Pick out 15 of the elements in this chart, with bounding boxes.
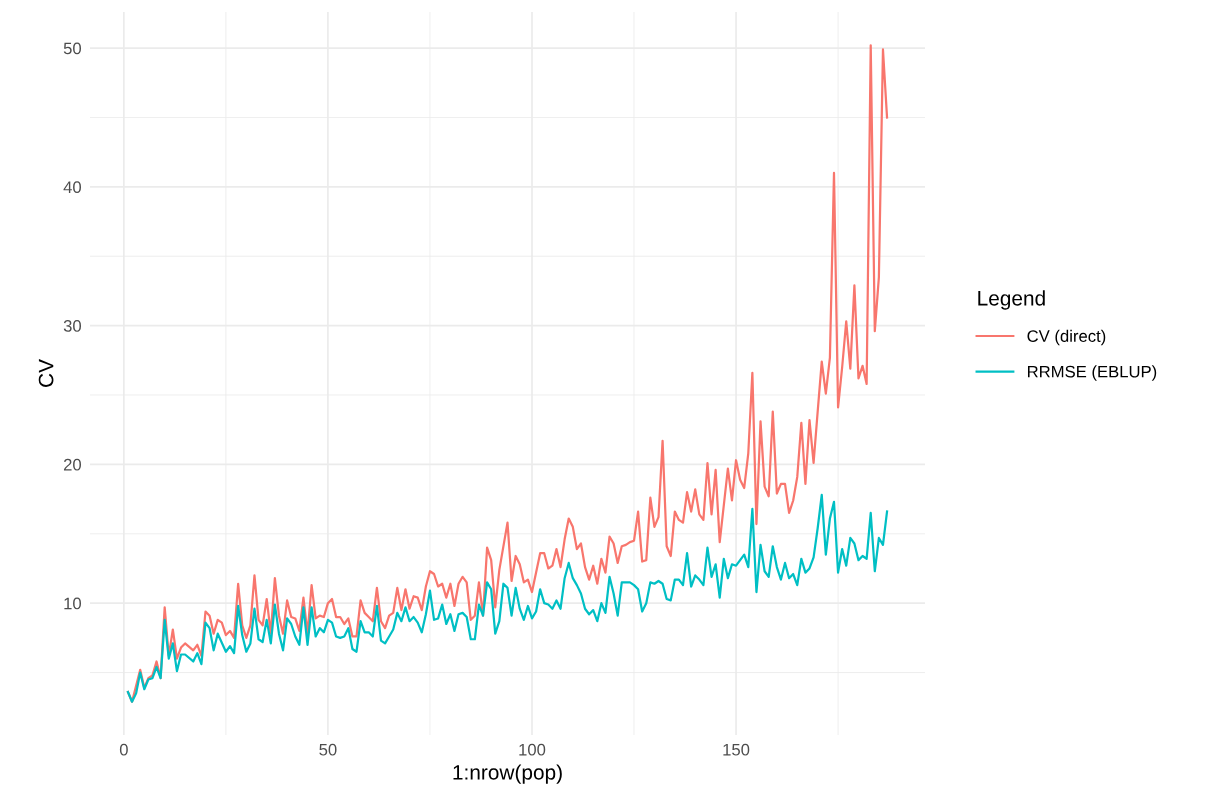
y-tick-label: 50 (63, 42, 82, 55)
y-tick-label: 10 (64, 597, 82, 610)
x-axis-title: 1:nrow(pop) (453, 764, 562, 784)
x-tick-label: 150 (723, 743, 750, 756)
y-tick-label: 40 (63, 181, 82, 194)
line-series (126, 493, 889, 703)
y-tick-label: 30 (63, 320, 82, 332)
legend-label: RRMSE (EBLUP) (1027, 365, 1157, 381)
legend-label: CV (direct) (1027, 329, 1106, 346)
x-tick-label: 100 (519, 743, 546, 756)
y-tick-label: 20 (63, 458, 82, 471)
x-tick-label: 50 (319, 743, 337, 756)
legend-title: Legend (978, 290, 1045, 310)
y-axis-title: CV (38, 359, 54, 387)
x-tick-label: 0 (119, 743, 128, 756)
